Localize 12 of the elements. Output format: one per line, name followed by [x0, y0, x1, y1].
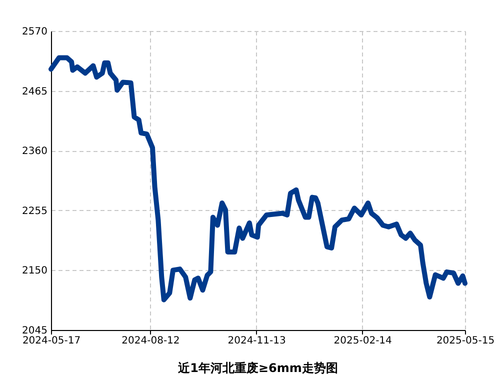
y-tick-label: 2150 — [22, 266, 48, 277]
y-tick-label: 2570 — [22, 26, 48, 38]
x-tick-label: 2024-08-12 — [122, 336, 180, 346]
y-tick-label: 2465 — [22, 86, 48, 98]
y-tick-label: 2255 — [22, 206, 48, 217]
x-tick-label: 2025-02-14 — [334, 336, 392, 346]
text: 近1年河北重废≥6mm走势图 — [177, 361, 338, 375]
x-tick-label: 2025-05-15 — [436, 336, 495, 346]
y-tick-label: 2360 — [22, 146, 48, 158]
x-tick-label: 2024-05-17 — [22, 336, 81, 346]
x-tick-label: 2024-11-13 — [228, 336, 286, 346]
y-tick-label: 2045 — [22, 326, 48, 336]
